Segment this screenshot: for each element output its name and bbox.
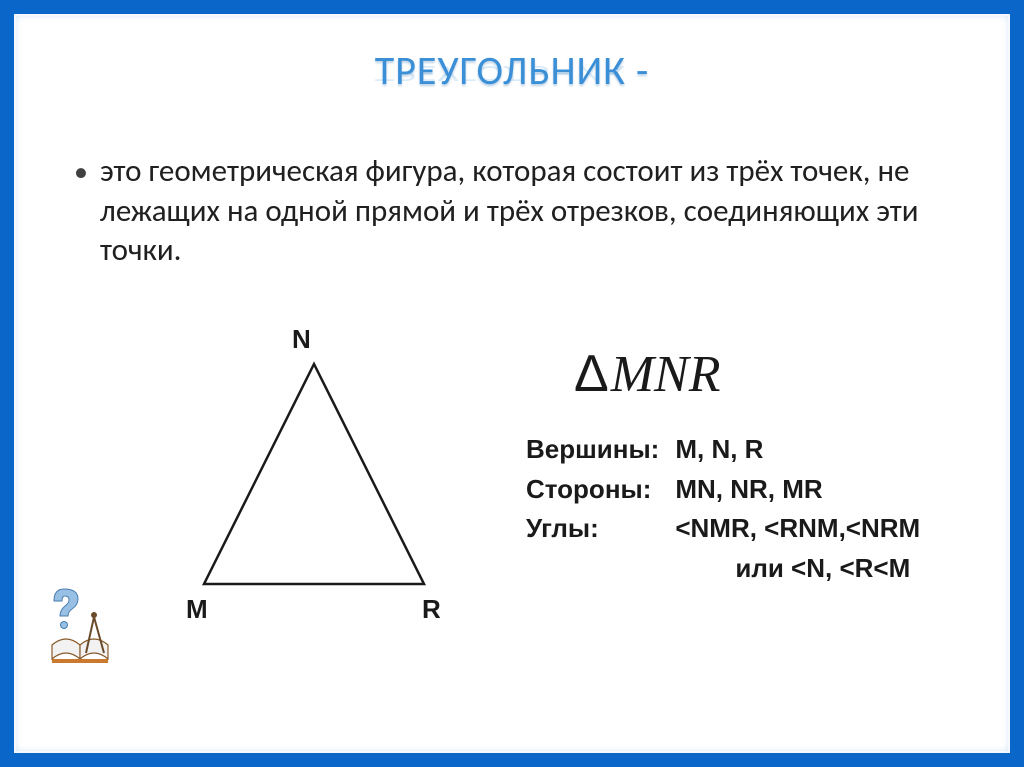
question-mark-icon <box>54 589 78 629</box>
definition-block: • это геометрическая фигура, которая сос… <box>74 152 970 271</box>
triangle-shape <box>204 364 424 584</box>
bullet-item: • это геометрическая фигура, которая сос… <box>74 152 970 271</box>
vertex-label-m: M <box>186 594 208 625</box>
vertices-value: M, N, R <box>675 431 920 469</box>
vertex-label-n: N <box>292 324 311 355</box>
triangle-svg <box>174 354 474 614</box>
delta-label: MNR <box>611 346 721 403</box>
question-book-compass-icon <box>46 583 116 673</box>
title-text: Треугольник - <box>375 46 649 95</box>
angles-value-1: <NMR, <RNM,<NRM <box>675 510 920 548</box>
triangle-notation: ΔMNR <box>574 344 721 404</box>
row-vertices: Вершины: M, N, R <box>526 431 920 469</box>
sides-value: MN, NR, MR <box>675 471 920 509</box>
row-sides: Стороны: MN, NR, MR <box>526 471 920 509</box>
sides-label: Стороны: <box>526 471 673 509</box>
vertices-label: Вершины: <box>526 431 673 469</box>
triangle-properties: Вершины: M, N, R Стороны: MN, NR, MR Угл… <box>524 429 922 590</box>
angles-value-2: или <N, <R<M <box>675 550 920 588</box>
slide-frame: Треугольник - Треугольник - • это геомет… <box>0 0 1024 767</box>
bullet-dot: • <box>74 152 100 271</box>
delta-symbol: Δ <box>574 345 609 403</box>
slide-title: Треугольник - Треугольник - <box>14 46 1010 138</box>
vertex-label-r: R <box>422 594 441 625</box>
props-table: Вершины: M, N, R Стороны: MN, NR, MR Угл… <box>524 429 922 590</box>
book-icon <box>52 639 108 663</box>
definition-text: это геометрическая фигура, которая состо… <box>100 152 970 271</box>
row-angles-2: или <N, <R<M <box>526 550 920 588</box>
angles-label: Углы: <box>526 510 673 548</box>
row-angles: Углы: <NMR, <RNM,<NRM <box>526 510 920 548</box>
